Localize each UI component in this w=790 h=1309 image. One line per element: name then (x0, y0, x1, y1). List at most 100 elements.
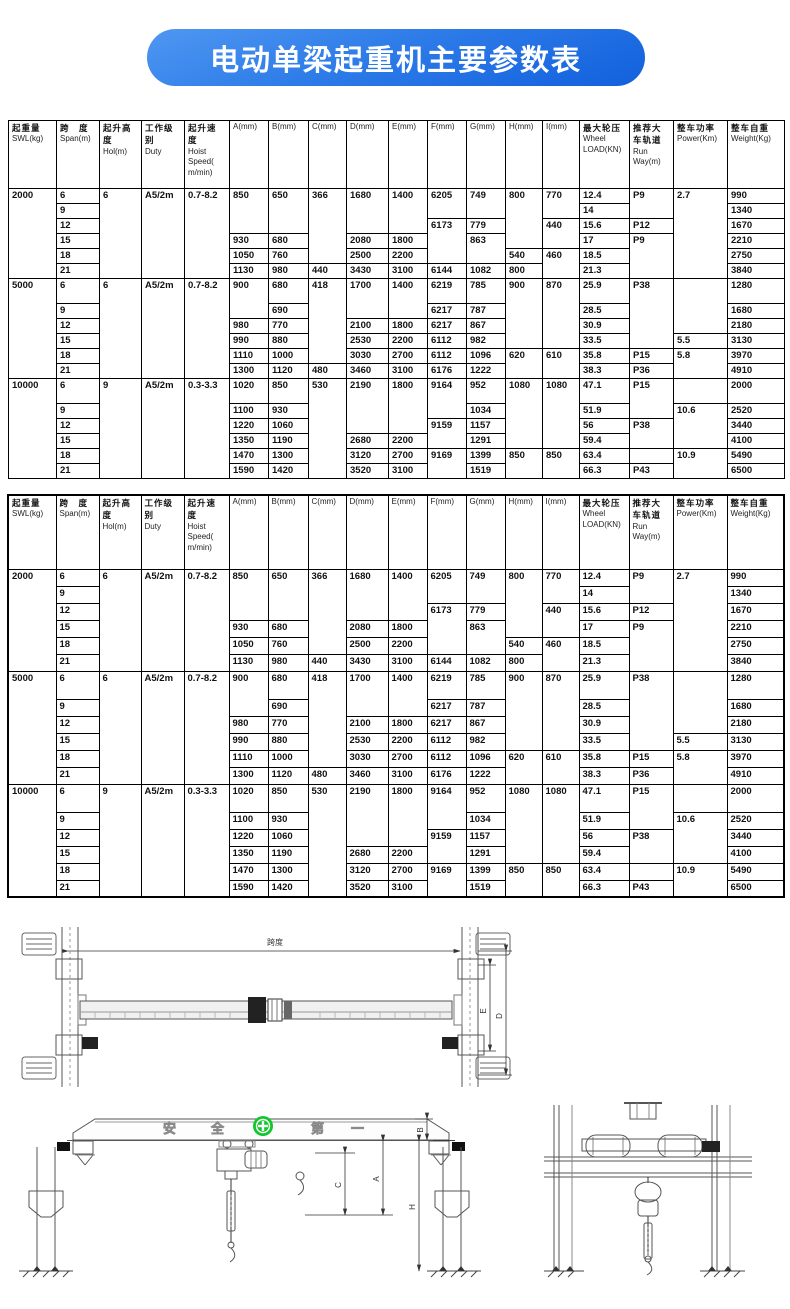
param-cell: 2520 (727, 403, 785, 419)
param-cell: 3100 (387, 879, 428, 898)
param-cell: 2180 (727, 318, 785, 334)
param-cell: 9 (55, 698, 100, 717)
param-cell: 0.7-8.2 (183, 670, 230, 785)
table-row: 18 1110 1000 3030 2700 6112 1096 620 610 35.8 P15 5… (9, 348, 785, 379)
param-cell: 6217 (426, 698, 467, 717)
column-header: G(mm) (466, 120, 506, 189)
param-cell: 680 (268, 278, 309, 304)
param-cell: 1291 (466, 433, 506, 449)
param-cell: 9159 (426, 828, 467, 864)
param-cell: 1680 (727, 303, 785, 319)
param-cell: 5.8 (672, 749, 728, 785)
param-cell: 2700 (387, 862, 428, 881)
param-cell: 620 (504, 749, 543, 785)
wheel-block-top-right (475, 932, 511, 956)
param-cell: 18 (56, 448, 100, 464)
param-cell: 6 (99, 278, 142, 379)
param-cell: 12 (56, 218, 100, 234)
param-cell: 6 (98, 568, 142, 672)
param-cell: 1340 (726, 585, 785, 604)
param-cell: 63.4 (579, 448, 630, 464)
param-cell: 3100 (388, 463, 428, 479)
param-cell: 1680 (345, 568, 389, 621)
param-cell (629, 448, 674, 464)
table-row: 10000 6 9 A5/2m 0.3-3.3 1020 850 530 2190 1800 916… (7, 783, 785, 898)
param-cell: 1080 (542, 378, 580, 449)
param-cell: 800 (505, 263, 543, 279)
param-cell: 3440 (727, 418, 785, 434)
param-cell: 5000 (8, 278, 57, 379)
param-cell: 1291 (465, 845, 506, 864)
param-cell: 56 (579, 418, 630, 434)
param-cell: 770 (542, 188, 580, 219)
param-cell: 2000 (8, 188, 57, 279)
param-cell: 1519 (466, 463, 506, 479)
param-cell: 6217 (427, 318, 467, 334)
param-cell: 1590 (229, 463, 269, 479)
param-cell: 1110 (228, 749, 269, 768)
column-header: 整车自重 Weight(Kg) (726, 494, 785, 570)
param-cell: 0.3-3.3 (183, 783, 230, 898)
beam-safety-text: 一 (351, 1121, 364, 1136)
param-cell: 3130 (727, 333, 785, 349)
param-cell: 770 (541, 568, 580, 604)
dim-e-label: E (479, 1008, 488, 1013)
param-cell: 2.7 (672, 568, 728, 672)
runway-beams (544, 1156, 752, 1178)
table-row: 10000 6 9 A5/2m 0.3-3.3 1020 850 530 2190 1800 916… (8, 378, 785, 479)
parameter-table: 起重量 SWL(kg) 跨 度 Span(m) 起升高 度 Hol(m) 工作级 别 Duty… (7, 494, 785, 898)
column-header: 跨 度 Span(m) (56, 120, 100, 189)
param-cell: A5/2m (140, 783, 185, 898)
param-cell: 2210 (727, 233, 785, 249)
param-cell: 10.9 (672, 862, 728, 898)
param-cell: P36 (628, 766, 674, 785)
param-cell: 18 (55, 862, 100, 881)
param-cell: 785 (465, 670, 506, 700)
param-cell: 800 (505, 188, 543, 249)
param-cell: 787 (466, 303, 506, 319)
param-cell: 1000 (267, 749, 309, 768)
param-cell: 1220 (228, 828, 269, 847)
param-cell: 1082 (466, 263, 506, 279)
param-cell: 990 (727, 188, 785, 204)
param-cell: 1680 (726, 698, 785, 717)
param-cell (672, 670, 728, 734)
param-cell: 3030 (346, 348, 389, 364)
param-cell: 9164 (426, 783, 467, 830)
param-cell: 1060 (268, 418, 309, 434)
param-cell: P38 (629, 418, 674, 449)
param-cell: 1300 (229, 363, 269, 379)
param-cell: 51.9 (579, 403, 630, 419)
param-cell: 990 (228, 732, 269, 751)
param-cell: 863 (465, 619, 506, 655)
column-header: D(mm) (345, 494, 389, 570)
param-cell: 930 (229, 233, 269, 249)
param-cell: 1080 (504, 783, 543, 864)
param-cell: 680 (267, 670, 309, 700)
param-cell: 680 (268, 233, 309, 249)
param-cell: 10000 (8, 378, 57, 479)
param-cell: 1157 (466, 418, 506, 434)
param-cell: 3120 (346, 448, 389, 464)
param-cell: 850 (268, 378, 309, 404)
param-cell: 440 (307, 653, 347, 672)
param-cell: 2520 (726, 811, 785, 830)
param-cell: 770 (268, 318, 309, 334)
column-header: E(mm) (388, 120, 428, 189)
param-cell: 1096 (465, 749, 506, 768)
param-cell: 982 (466, 333, 506, 349)
param-cell: 900 (504, 670, 543, 751)
param-cell: 15 (56, 233, 100, 249)
crane-side-view-drawing (544, 1102, 752, 1278)
table-row: 12 1220 1060 9159 1157 56 P38 3440 (8, 828, 785, 864)
param-cell: 5000 (7, 670, 57, 785)
param-cell: 930 (267, 811, 309, 830)
crane-plan-view-drawing: 跨度 E D (21, 927, 512, 1087)
param-cell: 10000 (7, 783, 57, 898)
param-cell: 1300 (228, 766, 269, 785)
param-cell: 990 (726, 568, 785, 587)
param-cell: 850 (267, 783, 309, 813)
table-row: 9 690 6217 787 28.5 1680 (8, 698, 785, 717)
table-row: 21 1300 1120 480 3460 3100 6176 1222 38.3 P36 4910 (9, 363, 785, 379)
param-cell: 10.6 (672, 811, 728, 864)
